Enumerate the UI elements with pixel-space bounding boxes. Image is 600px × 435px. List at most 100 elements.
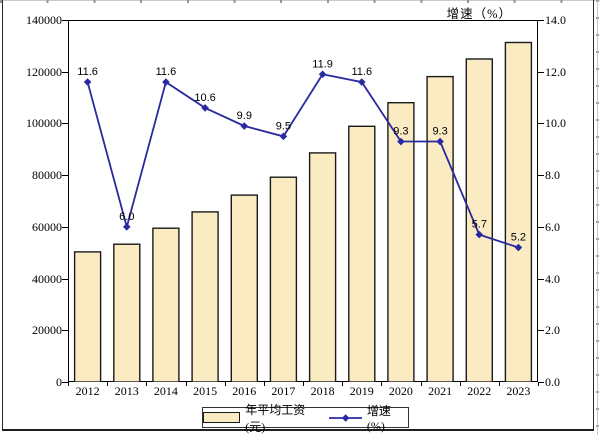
y-axis-right-label: 6.0 — [545, 219, 560, 234]
y-axis-right-tick — [538, 71, 544, 73]
y-axis-right-tick — [538, 330, 544, 332]
x-axis-tick — [538, 382, 539, 386]
y-axis-left-label: 100000 — [26, 116, 62, 131]
y-axis-right-tick — [538, 20, 544, 21]
y-axis-right-label: 14.0 — [545, 13, 566, 27]
x-axis-label: 2015 — [193, 384, 218, 398]
bar-2014 — [152, 227, 180, 382]
x-axis-tick — [459, 382, 461, 386]
x-axis-label: 2012 — [75, 384, 100, 398]
legend-line-label: 增速(%) — [366, 403, 391, 433]
y-axis-left-label: 80000 — [32, 168, 62, 183]
x-axis-label: 2018 — [310, 384, 335, 398]
growth-line — [86, 73, 519, 249]
growth-label-2017: 9.5 — [276, 120, 291, 132]
chart-border-right — [593, 0, 594, 431]
y-axis-right-tick — [538, 175, 544, 177]
growth-label-2015: 10.6 — [194, 92, 215, 104]
x-axis-tick — [107, 382, 109, 386]
y-axis-right-label: 10.0 — [545, 116, 566, 131]
legend-bar-label: 年平均工资(元) — [245, 402, 306, 434]
y-axis-left-tick — [62, 20, 68, 21]
y-axis-left-tick — [62, 71, 68, 73]
x-axis-label: 2020 — [388, 384, 413, 398]
x-axis-label: 2019 — [349, 384, 374, 398]
growth-point-2017 — [279, 132, 288, 141]
bar-2022 — [465, 58, 493, 382]
plot-border — [68, 20, 538, 382]
x-axis-label: 2014 — [153, 384, 178, 398]
x-axis-tick — [381, 382, 383, 386]
bar-2017 — [269, 176, 298, 382]
bar-2015 — [191, 211, 219, 382]
y-axis-left-label: 140000 — [26, 13, 62, 27]
plot-area: 11.6 6.0 11.6 10.6 9.9 9.5 11.9 11.6 9.3 9.3 5.7 5.… — [68, 20, 538, 382]
y-axis-left-label: 0 — [56, 375, 62, 389]
bar-2021 — [426, 75, 454, 382]
growth-label-2019: 11.6 — [352, 66, 373, 78]
x-axis-tick — [342, 382, 344, 386]
right-axis-title: 增速（%） — [446, 7, 512, 21]
y-axis-left-tick — [62, 175, 68, 177]
x-axis-label: 2021 — [428, 384, 453, 398]
y-axis-right-label: 2.0 — [545, 323, 560, 338]
bar-2020 — [387, 101, 415, 382]
y-axis-left-label: 60000 — [32, 219, 62, 234]
x-axis-tick — [303, 382, 304, 386]
growth-label-2013: 6.0 — [119, 211, 134, 223]
x-axis-tick — [185, 382, 187, 386]
x-axis-tick — [263, 382, 265, 386]
y-axis-left-label: 40000 — [32, 271, 62, 286]
legend-diamond-icon — [341, 413, 349, 422]
x-axis-tick — [224, 382, 226, 386]
bar-2016 — [230, 194, 259, 382]
growth-label-2016: 9.9 — [237, 110, 252, 122]
y-axis-right-label: 8.0 — [545, 168, 560, 183]
x-axis-tick — [146, 382, 148, 386]
chart-border-bottom — [2, 429, 594, 431]
y-axis-left-label: 20000 — [32, 323, 62, 338]
growth-label-2014: 11.6 — [156, 66, 177, 78]
y-axis-left-tick — [62, 278, 68, 280]
y-axis-right-tick — [538, 123, 544, 125]
y-axis-left-tick — [62, 226, 68, 228]
growth-point-2019 — [357, 78, 366, 86]
growth-point-2020 — [397, 137, 405, 146]
growth-point-2018 — [318, 70, 327, 79]
worksheet-gridline-top-ticks — [0, 0, 600, 3]
growth-point-2015 — [201, 104, 209, 112]
growth-label-2022: 5.7 — [472, 219, 487, 231]
x-axis-tick — [498, 382, 500, 386]
legend-bar-swatch — [203, 412, 241, 423]
growth-point-2023 — [514, 243, 523, 252]
y-axis-left-tick — [62, 330, 68, 332]
bar-2013 — [113, 243, 141, 382]
y-axis-right-label: 12.0 — [545, 64, 566, 79]
growth-label-2018: 11.9 — [312, 58, 333, 70]
growth-label-2020: 9.3 — [393, 126, 408, 138]
growth-point-2012 — [83, 78, 92, 86]
x-axis-tick — [420, 382, 422, 386]
growth-point-2016 — [240, 122, 249, 130]
growth-point-2021 — [436, 137, 444, 146]
growth-label-2012: 11.6 — [77, 66, 98, 78]
y-axis-right-tick — [538, 226, 544, 228]
y-axis-right-tick — [538, 382, 544, 383]
chart-border-left — [2, 0, 3, 431]
y-axis-right-tick — [538, 278, 544, 280]
y-axis-right-label: 0.0 — [545, 375, 560, 389]
bar-2018 — [308, 152, 337, 382]
y-axis-left-tick — [62, 382, 68, 383]
growth-label-2023: 5.2 — [511, 232, 526, 244]
bar-2023 — [504, 41, 533, 382]
growth-label-2021: 9.3 — [432, 126, 447, 138]
y-axis-left-label: 120000 — [26, 64, 62, 79]
x-axis-label: 2022 — [467, 384, 492, 398]
legend-line-marker-icon — [328, 413, 362, 422]
bar-2012 — [73, 251, 102, 382]
y-axis-right-label: 4.0 — [545, 271, 560, 286]
legend: 年平均工资(元) 增速(%) — [202, 403, 409, 434]
x-axis-tick — [68, 382, 69, 386]
y-axis-left-tick — [62, 123, 68, 125]
